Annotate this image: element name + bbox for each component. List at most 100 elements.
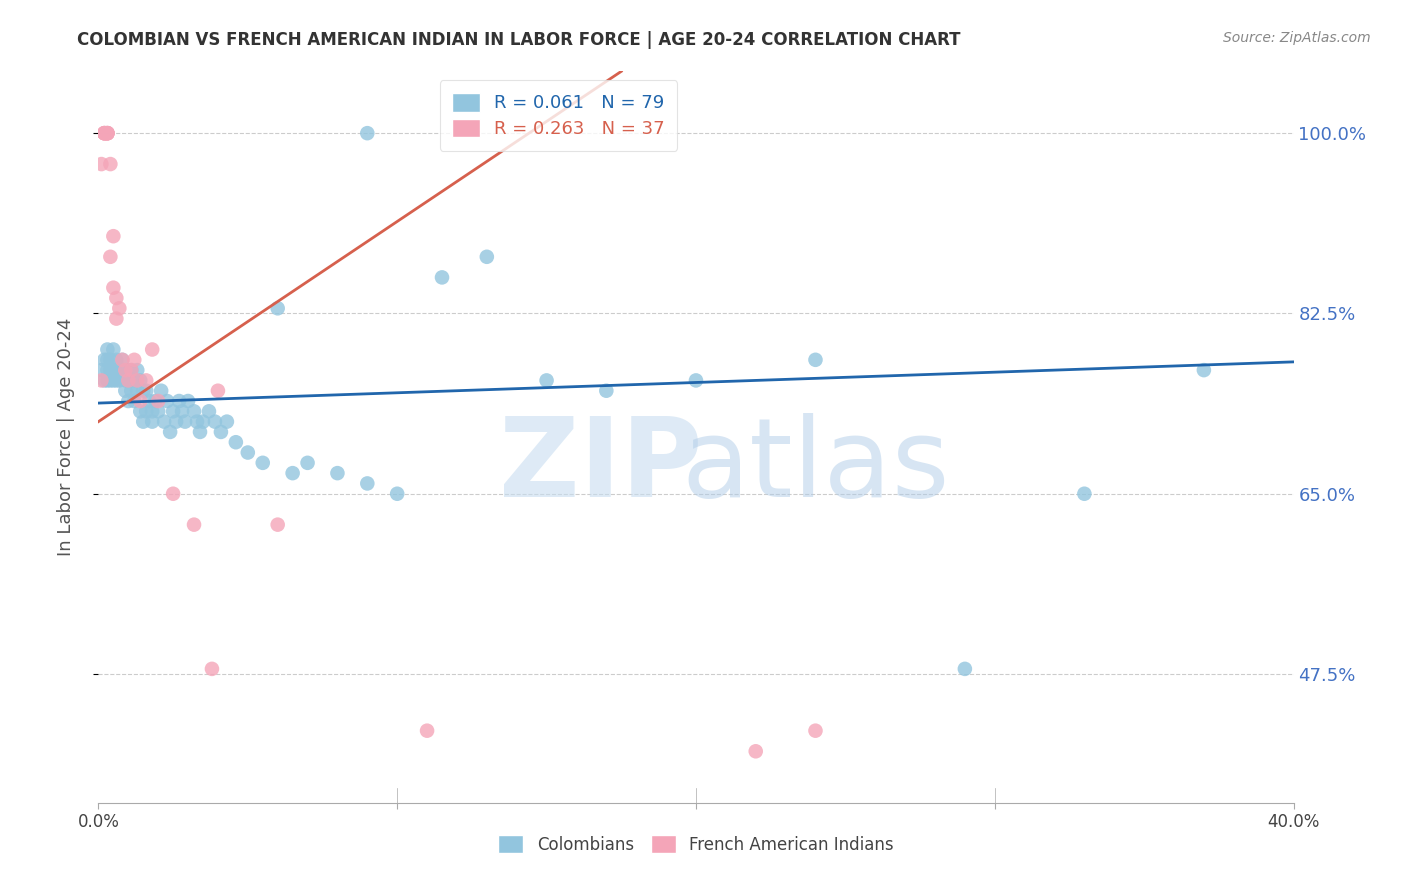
Point [207,384,229,398]
Legend: Colombians, French American Indians: Colombians, French American Indians [492,829,900,860]
Point [267,517,290,532]
Text: ZIP: ZIP [499,413,702,520]
Point [236,445,259,459]
Point [162,487,184,501]
Point [225,435,247,450]
Point [129,394,152,409]
Point [188,425,211,439]
Point [114,384,136,398]
Point [127,384,149,398]
Point [167,394,190,409]
Point [356,476,378,491]
Point [114,373,136,387]
Point [93,126,115,140]
Point [281,466,304,480]
Point [804,352,827,367]
Point [105,363,128,377]
Point [93,352,115,367]
Point [953,662,976,676]
Point [105,311,128,326]
Point [267,301,290,316]
Point [98,157,122,171]
Point [103,363,125,377]
Point [111,352,134,367]
Point [201,662,224,676]
Point [120,384,142,398]
Point [103,343,125,357]
Point [198,404,221,418]
Y-axis label: In Labor Force | Age 20-24: In Labor Force | Age 20-24 [56,318,75,557]
Point [93,126,115,140]
Point [98,363,122,377]
Point [356,126,378,140]
Point [385,487,409,501]
Point [148,404,170,418]
Point [138,394,160,409]
Point [159,425,181,439]
Point [430,270,453,285]
Point [416,723,439,738]
Point [183,517,205,532]
Point [204,415,226,429]
Point [124,394,146,409]
Point [132,384,155,398]
Point [141,343,163,357]
Point [117,394,139,409]
Point [536,373,558,387]
Point [120,363,142,377]
Point [105,352,128,367]
Point [105,291,128,305]
Text: COLOMBIAN VS FRENCH AMERICAN INDIAN IN LABOR FORCE | AGE 20-24 CORRELATION CHART: COLOMBIAN VS FRENCH AMERICAN INDIAN IN L… [77,31,960,49]
Point [1073,487,1095,501]
Point [745,744,768,758]
Point [103,281,125,295]
Point [103,373,125,387]
Point [209,425,232,439]
Point [93,126,115,140]
Point [90,363,112,377]
Point [117,363,139,377]
Point [129,404,152,418]
Point [111,352,134,367]
Point [804,723,827,738]
Point [114,363,136,377]
Point [98,250,122,264]
Point [174,415,197,429]
Point [124,373,146,387]
Point [108,301,131,316]
Point [117,373,139,387]
Point [595,384,617,398]
Point [93,373,115,387]
Point [96,352,118,367]
Point [132,415,155,429]
Point [177,394,200,409]
Point [215,415,238,429]
Point [120,363,142,377]
Point [297,456,319,470]
Point [135,404,157,418]
Point [111,363,134,377]
Point [475,250,498,264]
Point [96,126,118,140]
Point [1192,363,1215,377]
Point [685,373,707,387]
Point [172,404,194,418]
Text: atlas: atlas [682,413,949,520]
Point [162,404,184,418]
Point [127,373,149,387]
Text: Source: ZipAtlas.com: Source: ZipAtlas.com [1223,31,1371,45]
Point [98,373,122,387]
Point [105,373,128,387]
Point [165,415,187,429]
Point [148,394,170,409]
Point [124,352,146,367]
Point [153,415,176,429]
Point [135,384,157,398]
Point [96,126,118,140]
Point [135,373,157,387]
Point [326,466,349,480]
Point [117,373,139,387]
Point [108,363,131,377]
Point [186,415,208,429]
Point [93,126,115,140]
